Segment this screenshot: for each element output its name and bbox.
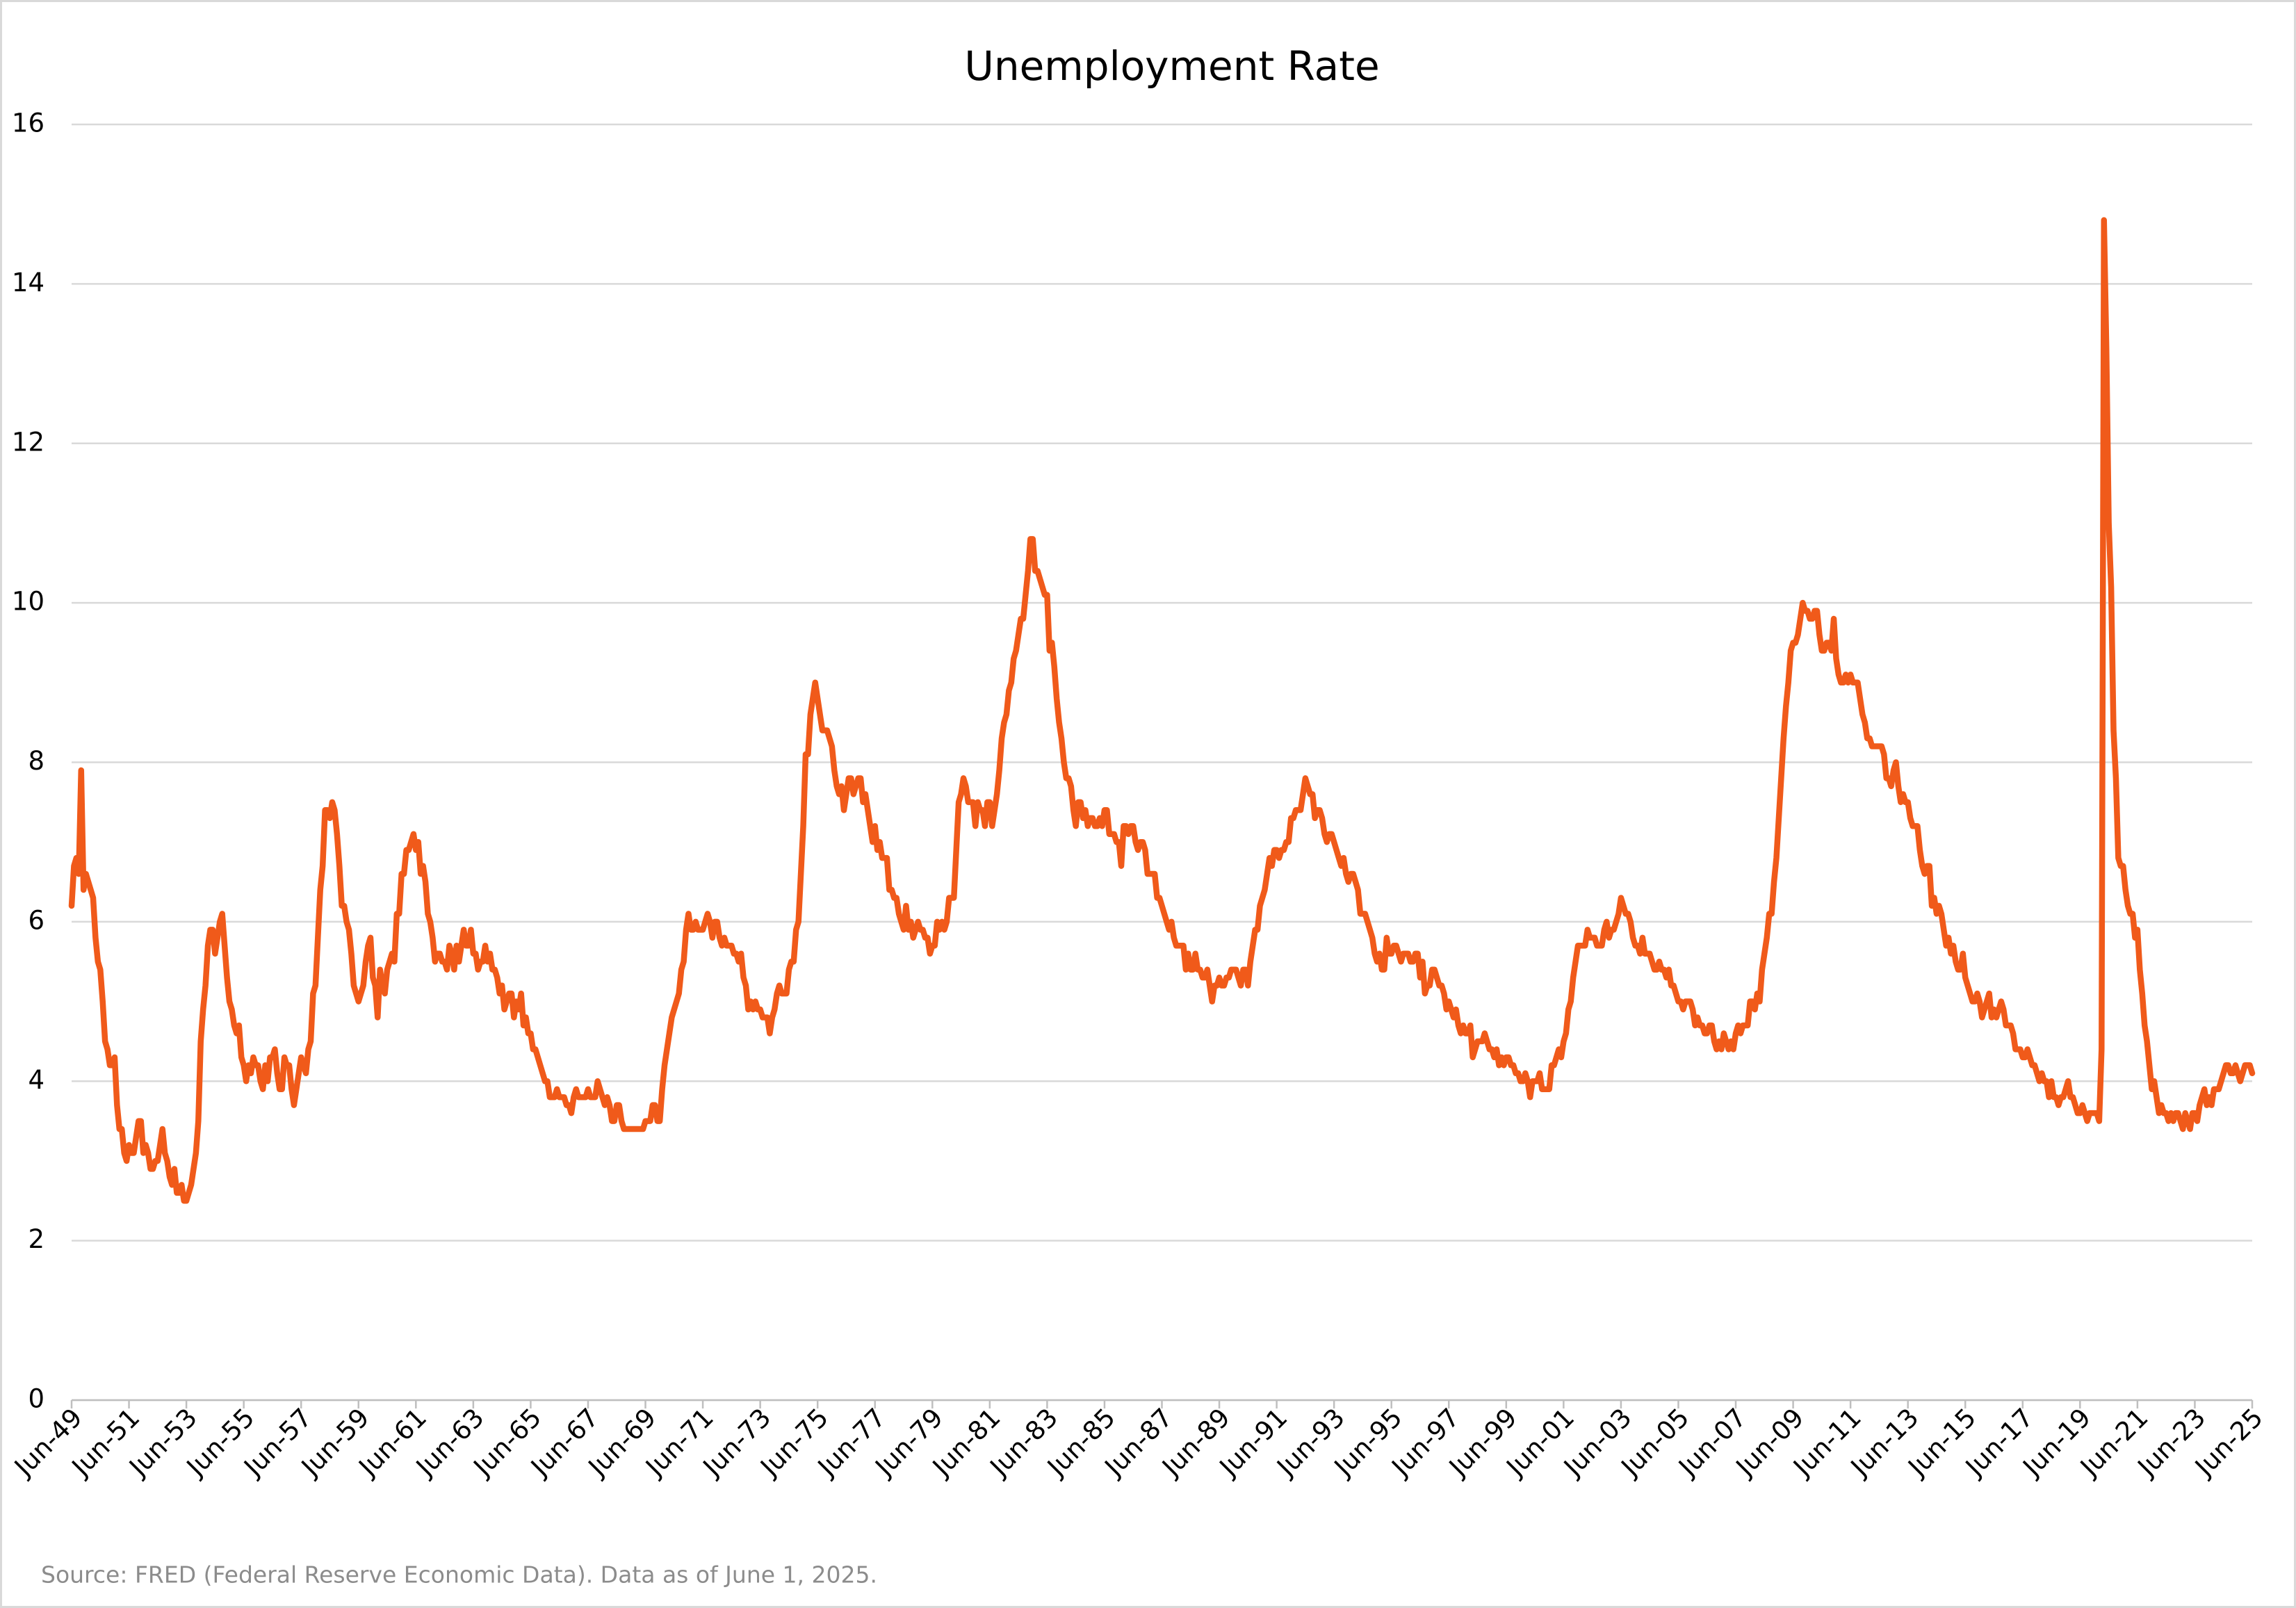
y-tick-label: 10 xyxy=(12,587,44,617)
source-note: Source: FRED (Federal Reserve Economic D… xyxy=(41,1561,877,1589)
chart-title: Unemployment Rate xyxy=(964,42,1379,90)
y-tick-label: 16 xyxy=(12,108,44,138)
y-tick-label: 4 xyxy=(28,1065,44,1095)
y-tick-label: 0 xyxy=(28,1384,44,1414)
y-tick-label: 6 xyxy=(28,905,44,935)
y-tick-label: 8 xyxy=(28,746,44,776)
y-tick-label: 12 xyxy=(12,427,44,457)
y-tick-label: 14 xyxy=(12,268,44,298)
data-line xyxy=(68,217,2256,1204)
y-tick-label: 2 xyxy=(28,1224,44,1254)
